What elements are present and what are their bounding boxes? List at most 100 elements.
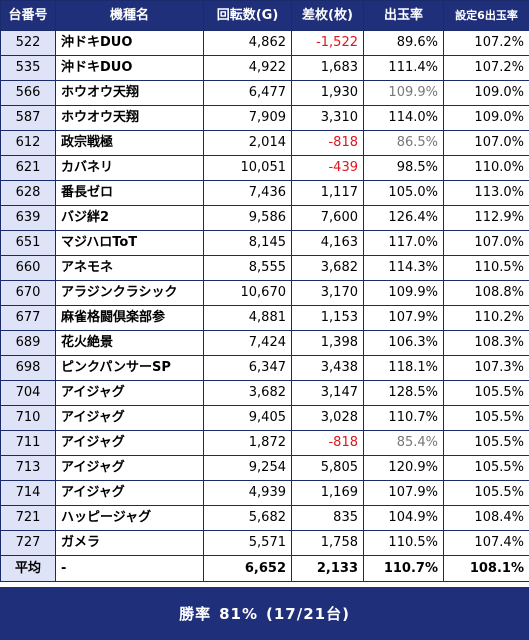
setting6-value: 112.9% [443, 205, 529, 231]
setting6-value: 107.4% [443, 530, 529, 556]
machine-name: 沖ドキDUO [55, 30, 204, 56]
spins-value: 6,477 [203, 80, 292, 106]
machine-name: アネモネ [55, 255, 204, 281]
table-row: 587 ホウオウ天翔 7,909 3,310 114.0% 109.0% [0, 105, 529, 131]
setting6-value: 108.4% [443, 505, 529, 531]
diff-value: 1,758 [291, 530, 364, 556]
spins-value: 10,051 [203, 155, 292, 181]
diff-value: 3,170 [291, 280, 364, 306]
diff-value: 1,398 [291, 330, 364, 356]
setting6-value: 107.2% [443, 30, 529, 56]
diff-value: 1,683 [291, 55, 364, 81]
machine-name: アイジャグ [55, 480, 204, 506]
machine-number: 713 [0, 455, 56, 481]
machine-number: 628 [0, 180, 56, 206]
setting6-value: 107.0% [443, 230, 529, 256]
setting6-value: 110.2% [443, 305, 529, 331]
payout-value: 120.9% [363, 455, 444, 481]
diff-value: -439 [291, 155, 364, 181]
table-row: 612 政宗戦極 2,014 -818 86.5% 107.0% [0, 130, 529, 156]
diff-value: 5,805 [291, 455, 364, 481]
spins-value: 7,436 [203, 180, 292, 206]
table-row: 711 アイジャグ 1,872 -818 85.4% 105.5% [0, 430, 529, 456]
setting6-value: 107.2% [443, 55, 529, 81]
diff-value: 3,147 [291, 380, 364, 406]
spins-value: 8,145 [203, 230, 292, 256]
setting6-value: 105.5% [443, 480, 529, 506]
machine-name: アイジャグ [55, 405, 204, 431]
spins-value: 10,670 [203, 280, 292, 306]
average-diff: 2,133 [291, 555, 364, 582]
spins-value: 2,014 [203, 130, 292, 156]
win-rate-detail: (17/21台) [265, 605, 350, 623]
machine-number: 727 [0, 530, 56, 556]
setting6-value: 113.0% [443, 180, 529, 206]
machine-name: マジハロToT [55, 230, 204, 256]
diff-value: 1,930 [291, 80, 364, 106]
col-header-medal-difference: 差枚(枚) [291, 0, 364, 31]
spins-value: 4,881 [203, 305, 292, 331]
machine-number: 714 [0, 480, 56, 506]
payout-value: 110.5% [363, 530, 444, 556]
average-payout: 110.7% [363, 555, 444, 582]
col-header-setting6-payout: 設定6出玉率 [443, 0, 529, 31]
setting6-value: 108.8% [443, 280, 529, 306]
machine-number: 535 [0, 55, 56, 81]
machine-results-table: 台番号 機種名 回転数(G) 差枚(枚) 出玉率 設定6出玉率 522 沖ドキDU… [0, 0, 529, 582]
payout-value: 89.6% [363, 30, 444, 56]
machine-number: 698 [0, 355, 56, 381]
spins-value: 7,424 [203, 330, 292, 356]
machine-name: ホウオウ天翔 [55, 80, 204, 106]
machine-name: 番長ゼロ [55, 180, 204, 206]
table-row: 698 ピンクパンサーSP 6,347 3,438 118.1% 107.3% [0, 355, 529, 381]
spins-value: 9,405 [203, 405, 292, 431]
machine-number: 612 [0, 130, 56, 156]
col-header-machine-name: 機種名 [55, 0, 204, 31]
diff-value: 1,117 [291, 180, 364, 206]
payout-value: 114.0% [363, 105, 444, 131]
payout-value: 104.9% [363, 505, 444, 531]
machine-name: アラジンクラシック [55, 280, 204, 306]
average-label: 平均 [0, 555, 56, 582]
machine-name: バジ絆2 [55, 205, 204, 231]
average-row: 平均 - 6,652 2,133 110.7% 108.1% [0, 555, 529, 582]
spins-value: 7,909 [203, 105, 292, 131]
average-spins: 6,652 [203, 555, 292, 582]
diff-value: 4,163 [291, 230, 364, 256]
diff-value: -818 [291, 130, 364, 156]
setting6-value: 108.3% [443, 330, 529, 356]
payout-value: 118.1% [363, 355, 444, 381]
machine-name: 沖ドキDUO [55, 55, 204, 81]
spins-value: 1,872 [203, 430, 292, 456]
diff-value: -1,522 [291, 30, 364, 56]
machine-number: 587 [0, 105, 56, 131]
diff-value: 3,028 [291, 405, 364, 431]
payout-value: 126.4% [363, 205, 444, 231]
col-header-spins: 回転数(G) [203, 0, 292, 31]
machine-number: 660 [0, 255, 56, 281]
diff-value: 1,169 [291, 480, 364, 506]
machine-name: ガメラ [55, 530, 204, 556]
machine-name: アイジャグ [55, 455, 204, 481]
machine-number: 566 [0, 80, 56, 106]
spins-value: 5,571 [203, 530, 292, 556]
spins-value: 4,922 [203, 55, 292, 81]
table-row: 621 カバネリ 10,051 -439 98.5% 110.0% [0, 155, 529, 181]
machine-name: アイジャグ [55, 380, 204, 406]
spins-value: 8,555 [203, 255, 292, 281]
setting6-value: 107.0% [443, 130, 529, 156]
machine-name: ホウオウ天翔 [55, 105, 204, 131]
machine-number: 689 [0, 330, 56, 356]
machine-number: 710 [0, 405, 56, 431]
spins-value: 4,939 [203, 480, 292, 506]
table-row: 535 沖ドキDUO 4,922 1,683 111.4% 107.2% [0, 55, 529, 81]
machine-name: アイジャグ [55, 430, 204, 456]
payout-value: 128.5% [363, 380, 444, 406]
setting6-value: 105.5% [443, 455, 529, 481]
setting6-value: 105.5% [443, 380, 529, 406]
table-row: 639 バジ絆2 9,586 7,600 126.4% 112.9% [0, 205, 529, 231]
payout-value: 111.4% [363, 55, 444, 81]
table-row: 522 沖ドキDUO 4,862 -1,522 89.6% 107.2% [0, 30, 529, 56]
table-body: 522 沖ドキDUO 4,862 -1,522 89.6% 107.2% 535 沖ドキDUO… [0, 30, 529, 556]
